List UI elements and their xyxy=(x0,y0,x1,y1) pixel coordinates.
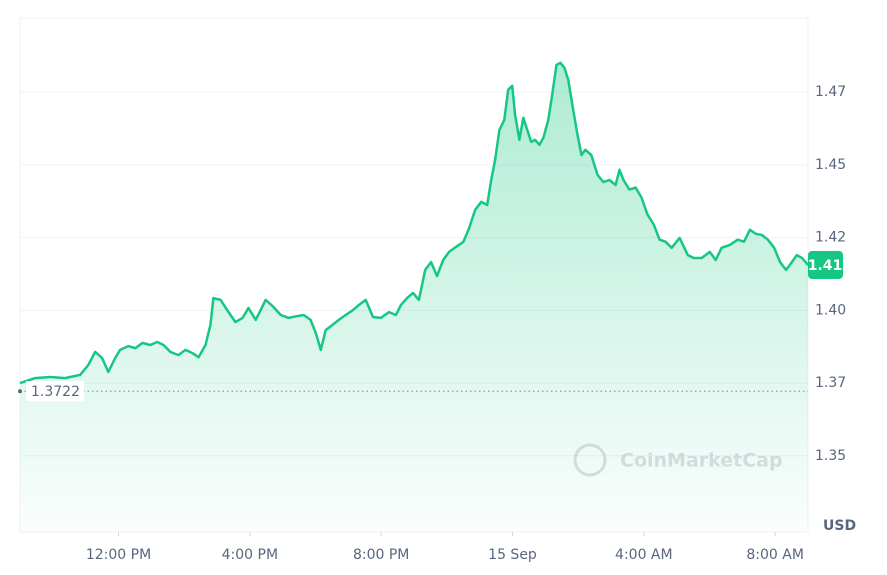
y-tick-label: 1.42 xyxy=(815,230,846,246)
watermark: CoinMarketCap xyxy=(573,443,783,477)
x-tick-label: 12:00 PM xyxy=(86,547,151,563)
watermark-text: CoinMarketCap xyxy=(620,450,783,472)
open-price-dot xyxy=(18,389,22,394)
y-tick-label: 1.35 xyxy=(815,448,846,464)
current-price-tag xyxy=(808,250,843,279)
current-price-label: 1.41 xyxy=(808,258,843,274)
y-tick-label: 1.45 xyxy=(815,157,846,173)
open-price-label: 1.3722 xyxy=(31,384,80,400)
x-tick-label: 4:00 AM xyxy=(615,547,673,563)
x-tick-label: 4:00 PM xyxy=(222,547,278,563)
watermark-logo xyxy=(573,443,607,477)
currency-label: USD xyxy=(823,518,856,534)
area-fill xyxy=(20,62,808,533)
x-tick-label: 8:00 AM xyxy=(746,547,804,563)
x-tick-label: 15 Sep xyxy=(488,547,537,563)
y-tick-label: 1.40 xyxy=(815,302,846,318)
y-tick-label: 1.47 xyxy=(815,84,846,100)
price-line xyxy=(19,61,809,385)
open-price-label-bg xyxy=(26,381,84,402)
x-tick-label: 8:00 PM xyxy=(353,547,409,563)
y-tick-label: 1.37 xyxy=(815,375,846,391)
